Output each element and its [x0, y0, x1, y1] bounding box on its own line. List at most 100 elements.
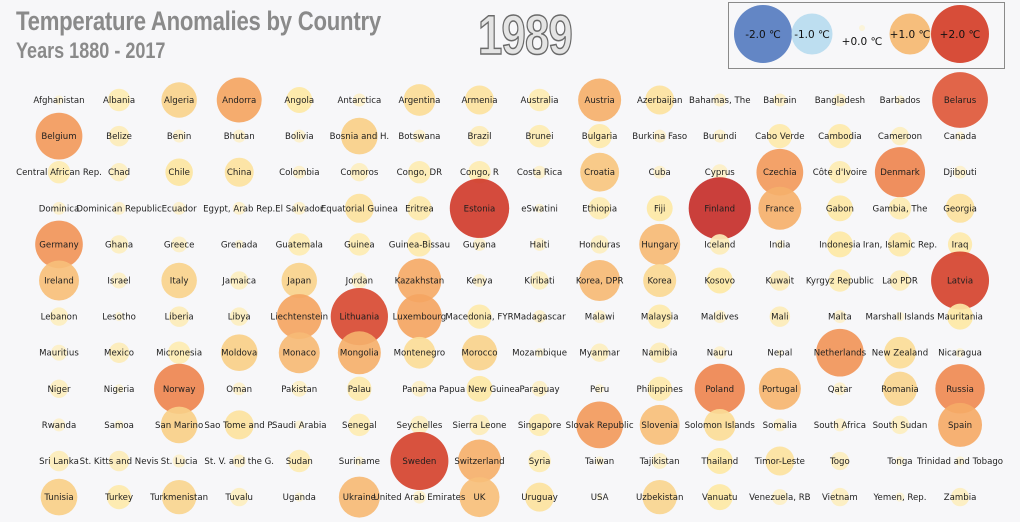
country-bubble[interactable] [344, 193, 374, 223]
country-bubble[interactable] [776, 349, 783, 356]
country-bubble[interactable] [291, 380, 308, 397]
country-bubble[interactable] [51, 344, 67, 361]
country-bubble[interactable] [338, 476, 380, 518]
country-bubble[interactable] [769, 306, 791, 327]
country-bubble[interactable] [771, 489, 788, 506]
country-bubble[interactable] [224, 410, 254, 440]
country-bubble[interactable] [161, 262, 197, 299]
country-bubble[interactable] [887, 232, 913, 257]
country-bubble[interactable] [411, 380, 428, 397]
country-bubble[interactable] [595, 384, 605, 394]
country-bubble[interactable] [348, 413, 371, 437]
country-bubble[interactable] [528, 124, 551, 148]
country-bubble[interactable] [473, 274, 486, 287]
country-bubble[interactable] [47, 160, 71, 184]
country-bubble[interactable] [276, 294, 322, 340]
country-bubble[interactable] [52, 201, 66, 215]
country-bubble[interactable] [773, 93, 787, 107]
country-bubble[interactable] [412, 129, 426, 143]
country-bubble[interactable] [407, 196, 432, 221]
country-bubble[interactable] [161, 82, 197, 118]
country-bubble[interactable] [234, 239, 244, 249]
country-bubble[interactable] [278, 332, 320, 374]
country-bubble[interactable] [711, 164, 728, 181]
country-bubble[interactable] [580, 152, 620, 192]
country-bubble[interactable] [40, 478, 78, 516]
country-bubble[interactable] [703, 409, 736, 441]
country-bubble[interactable] [525, 482, 555, 512]
country-bubble[interactable] [895, 95, 905, 105]
country-bubble[interactable] [947, 303, 974, 330]
country-bubble[interactable] [833, 382, 847, 396]
country-bubble[interactable] [579, 260, 621, 301]
country-bubble[interactable] [220, 334, 258, 372]
country-bubble[interactable] [590, 235, 609, 254]
country-bubble[interactable] [108, 342, 130, 363]
country-bubble[interactable] [587, 123, 612, 149]
country-bubble[interactable] [294, 492, 304, 502]
country-bubble[interactable] [765, 446, 795, 476]
country-bubble[interactable] [533, 237, 547, 251]
country-bubble[interactable] [828, 269, 852, 292]
country-bubble[interactable] [112, 201, 126, 215]
country-bubble[interactable] [706, 484, 733, 511]
country-bubble[interactable] [953, 165, 967, 179]
country-bubble[interactable] [534, 348, 545, 358]
country-bubble[interactable] [294, 420, 304, 430]
country-bubble[interactable] [108, 125, 130, 147]
country-bubble[interactable] [106, 484, 132, 510]
country-bubble[interactable] [111, 272, 128, 289]
country-bubble[interactable] [350, 163, 369, 182]
country-bubble[interactable] [457, 439, 501, 483]
country-bubble[interactable] [230, 271, 249, 290]
country-bubble[interactable] [833, 418, 847, 432]
country-bubble[interactable] [230, 487, 249, 507]
country-bubble[interactable] [39, 260, 79, 301]
country-bubble[interactable] [469, 414, 490, 436]
country-bubble[interactable] [408, 160, 431, 184]
country-bubble[interactable] [775, 239, 785, 249]
country-bubble[interactable] [653, 129, 667, 143]
country-bubble[interactable] [588, 197, 611, 220]
country-bubble[interactable] [337, 331, 381, 375]
country-bubble[interactable] [830, 487, 850, 507]
country-bubble[interactable] [168, 306, 190, 327]
country-bubble[interactable] [224, 157, 254, 187]
country-bubble[interactable] [533, 310, 547, 324]
country-bubble[interactable] [54, 95, 64, 105]
country-bubble[interactable] [713, 129, 727, 143]
country-bubble[interactable] [467, 304, 492, 329]
country-bubble[interactable] [888, 197, 912, 220]
country-bubble[interactable] [713, 346, 727, 360]
country-bubble[interactable] [955, 456, 965, 466]
country-bubble[interactable] [890, 415, 910, 435]
country-bubble[interactable] [639, 404, 680, 445]
country-bubble[interactable] [114, 384, 124, 394]
country-bubble[interactable] [292, 129, 306, 143]
country-bubble[interactable] [232, 201, 246, 215]
country-bubble[interactable] [889, 270, 911, 291]
country-bubble[interactable] [531, 380, 548, 397]
country-bubble[interactable] [576, 401, 624, 449]
country-bubble[interactable] [931, 251, 990, 310]
country-bubble[interactable] [596, 494, 603, 500]
country-bubble[interactable] [653, 165, 667, 179]
country-bubble[interactable] [830, 451, 850, 471]
country-bubble[interactable] [947, 232, 973, 257]
country-bubble[interactable] [651, 453, 668, 469]
country-bubble[interactable] [932, 72, 988, 128]
country-bubble[interactable] [833, 310, 847, 324]
country-bubble[interactable] [826, 195, 853, 222]
country-bubble[interactable] [642, 479, 677, 515]
country-bubble[interactable] [403, 84, 436, 116]
country-bubble[interactable] [286, 87, 313, 113]
country-bubble[interactable] [167, 341, 191, 364]
country-bubble[interactable] [232, 454, 246, 468]
country-bubble[interactable] [473, 237, 486, 251]
country-bubble[interactable] [114, 312, 124, 322]
country-bubble[interactable] [756, 148, 804, 196]
country-bubble[interactable] [407, 232, 432, 257]
country-bubble[interactable] [288, 449, 311, 473]
country-bubble[interactable] [352, 93, 366, 107]
country-bubble[interactable] [216, 77, 262, 123]
